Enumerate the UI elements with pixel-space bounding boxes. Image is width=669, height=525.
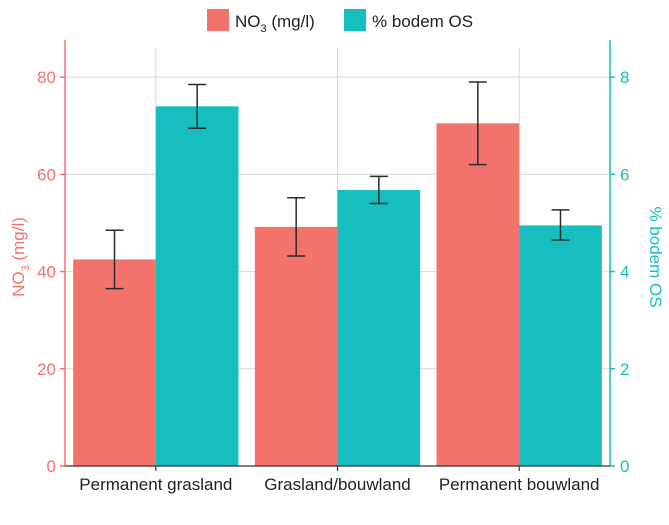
error-bar-series0-cat1	[287, 196, 306, 257]
left-tick-label: 20	[37, 360, 56, 379]
left-axis-title-main: NO	[9, 271, 28, 297]
error-bar-series1-cat1	[369, 175, 388, 205]
left-axis-title-sub: 3	[20, 265, 32, 271]
legend-swatch-bodem	[344, 9, 366, 31]
left-tick-label: 0	[47, 457, 56, 476]
bar-series0-cat1	[254, 226, 338, 466]
x-tick-label: Grasland/bouwland	[264, 475, 410, 494]
right-tick-label: 2	[620, 360, 629, 379]
legend-label-no3: NO3 (mg/l)	[235, 12, 315, 35]
left-tick-label: 80	[37, 68, 56, 87]
x-tick-label: Permanent grasland	[79, 475, 232, 494]
error-bar-series0-cat2	[468, 81, 487, 166]
legend: NO3 (mg/l) % bodem OS	[207, 9, 473, 35]
legend-label-no3-sub: 3	[261, 23, 267, 35]
legend-label-no3-tail: (mg/l)	[267, 12, 315, 31]
left-axis-title-tail: (mg/l)	[9, 217, 28, 265]
bar-series0-cat0	[73, 259, 156, 466]
x-tick-label: Permanent bouwland	[439, 475, 600, 494]
bar-series1-cat2	[519, 225, 602, 466]
right-axis-title: % bodem OS	[646, 206, 665, 307]
left-tick-label: 40	[37, 263, 56, 282]
bar-series1-cat1	[337, 189, 421, 466]
error-bar-series0-cat0	[105, 229, 124, 290]
error-bar-series1-cat0	[188, 83, 207, 129]
right-tick-label: 8	[620, 68, 629, 87]
left-axis-title: NO3 (mg/l)	[9, 217, 32, 297]
bar-series1-cat0	[155, 106, 239, 466]
error-bar-series1-cat2	[551, 209, 570, 241]
right-tick-label: 6	[620, 165, 629, 184]
legend-label-bodem: % bodem OS	[372, 12, 473, 31]
bars	[73, 106, 602, 466]
error-bars	[105, 81, 570, 290]
right-tick-label: 0	[620, 457, 629, 476]
left-tick-label: 60	[37, 165, 56, 184]
legend-swatch-no3	[207, 9, 229, 31]
bar-series0-cat2	[436, 123, 520, 466]
legend-label-no3-main: NO	[235, 12, 261, 31]
axes: 0 20 40 60 80 NO3 (mg/l) 0 2 4 6 8 % bodem OS Perman…	[9, 40, 665, 494]
right-tick-label: 4	[620, 263, 629, 282]
